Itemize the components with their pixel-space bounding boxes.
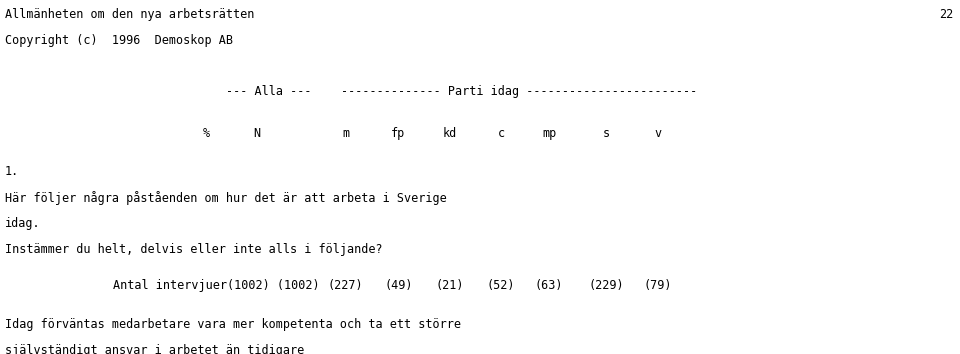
Text: 22: 22 <box>939 8 953 21</box>
Text: N: N <box>253 127 261 140</box>
Text: (21): (21) <box>435 279 464 292</box>
Text: %: % <box>203 127 210 140</box>
Text: s: s <box>603 127 611 140</box>
Text: 1.: 1. <box>5 165 19 178</box>
Text: självständigt ansvar i arbetet än tidigare: självständigt ansvar i arbetet än tidiga… <box>5 344 304 354</box>
Text: mp: mp <box>542 127 556 140</box>
Text: idag.: idag. <box>5 217 40 230</box>
Text: (229): (229) <box>588 279 625 292</box>
Text: Allmänheten om den nya arbetsrätten: Allmänheten om den nya arbetsrätten <box>5 8 254 21</box>
Text: v: v <box>654 127 661 140</box>
Text: kd: kd <box>443 127 456 140</box>
Text: Här följer några påståenden om hur det är att arbeta i Sverige: Här följer några påståenden om hur det ä… <box>5 191 446 205</box>
Text: Antal intervjuer(1002) (1002): Antal intervjuer(1002) (1002) <box>113 279 320 292</box>
Text: fp: fp <box>392 127 405 140</box>
Text: (227): (227) <box>327 279 364 292</box>
Text: Copyright (c)  1996  Demoskop AB: Copyright (c) 1996 Demoskop AB <box>5 34 233 47</box>
Text: Instämmer du helt, delvis eller inte alls i följande?: Instämmer du helt, delvis eller inte all… <box>5 243 382 256</box>
Text: (52): (52) <box>487 279 516 292</box>
Text: --- Alla ---: --- Alla --- <box>226 85 311 98</box>
Text: (63): (63) <box>535 279 564 292</box>
Text: (79): (79) <box>643 279 672 292</box>
Text: (49): (49) <box>384 279 413 292</box>
Text: Idag förväntas medarbetare vara mer kompetenta och ta ett större: Idag förväntas medarbetare vara mer komp… <box>5 318 461 331</box>
Text: -------------- Parti idag ------------------------: -------------- Parti idag --------------… <box>341 85 697 98</box>
Text: c: c <box>497 127 505 140</box>
Text: m: m <box>342 127 349 140</box>
